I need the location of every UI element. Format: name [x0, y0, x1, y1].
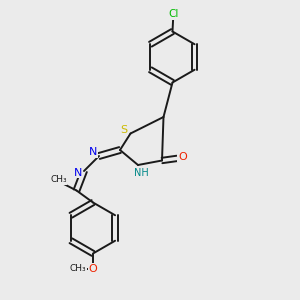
Text: O: O — [178, 152, 187, 162]
Text: NH: NH — [134, 168, 149, 178]
Text: CH₃: CH₃ — [70, 264, 86, 273]
Text: N: N — [74, 167, 82, 178]
Text: O: O — [88, 263, 98, 274]
Text: CH₃: CH₃ — [50, 175, 67, 184]
Text: N: N — [89, 147, 97, 157]
Text: S: S — [120, 125, 128, 135]
Text: Cl: Cl — [168, 9, 178, 19]
